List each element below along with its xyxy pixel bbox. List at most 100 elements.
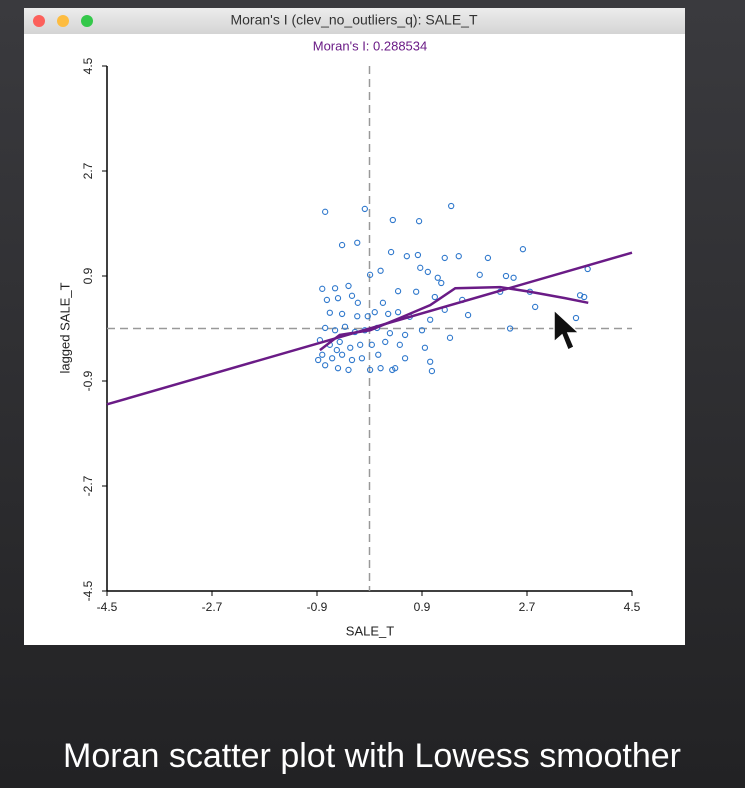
scatter-point (382, 338, 389, 346)
scatter-point (347, 344, 354, 351)
scatter-point (368, 341, 375, 348)
slide-caption: Moran scatter plot with Lowess smoother (63, 737, 681, 775)
scatter-point (336, 338, 343, 346)
scatter-point (326, 309, 333, 316)
scatter-point (319, 351, 326, 358)
window-title: Moran's I (clev_no_outliers_q): SALE_T (230, 12, 477, 28)
scatter-point (510, 274, 517, 281)
scatter-point (361, 205, 368, 213)
scatter-point (354, 299, 361, 306)
scatter-point (357, 341, 364, 348)
x-tick-label: -0.9 (307, 600, 328, 614)
scatter-point (427, 358, 434, 365)
y-axis-label: lagged SALE_T (57, 282, 72, 373)
scatter-point (366, 271, 374, 278)
zoom-button[interactable] (81, 15, 93, 27)
scatter-point (392, 365, 399, 372)
regression-line (106, 251, 633, 406)
scatter-point (401, 355, 409, 362)
scatter-point (424, 268, 431, 276)
lowess-line (319, 285, 589, 352)
scatter-point (414, 251, 422, 259)
scatter-point (329, 355, 336, 362)
scatter-point (358, 355, 366, 362)
scatter-point (348, 292, 356, 299)
scatter-point (387, 248, 395, 256)
scatter-point (581, 293, 588, 301)
scatter-point (334, 365, 342, 372)
scatter-point (418, 327, 426, 334)
scatter-point (427, 316, 434, 323)
y-tick-label: -2.7 (81, 475, 95, 496)
scatter-point (448, 202, 455, 210)
scatter-point (334, 295, 342, 302)
scatter-point (415, 218, 423, 225)
chart-subtitle: Moran's I: 0.288534 (313, 38, 428, 53)
scatter-point (322, 324, 329, 332)
scatter-point (375, 351, 382, 358)
scatter-point (354, 313, 361, 320)
scatter-point (506, 325, 514, 332)
scatter-point (438, 279, 445, 287)
scatter-point (519, 246, 527, 253)
scatter-point (446, 334, 454, 341)
scatter-point (455, 253, 462, 260)
scatter-point (403, 253, 410, 260)
scatter-point (389, 216, 396, 224)
y-tick-label: 2.7 (81, 162, 95, 179)
scatter-point (484, 254, 492, 262)
x-tick-label: -4.5 (97, 600, 118, 614)
scatter-point (394, 309, 402, 316)
scatter-point (341, 323, 349, 330)
x-tick-label: 2.7 (519, 600, 536, 614)
scatter-point (386, 330, 394, 337)
x-tick-label: 4.5 (624, 600, 641, 614)
scatter-point (421, 344, 429, 351)
scatter-point (338, 351, 346, 358)
scatter-point (401, 331, 409, 339)
mouse-cursor (553, 308, 581, 352)
title-bar (24, 8, 685, 34)
scatter-point (532, 303, 539, 311)
scatter-point (417, 264, 424, 271)
scatter-point (331, 285, 339, 292)
scatter-point (366, 366, 374, 374)
y-tick-label: -4.5 (81, 580, 95, 601)
scatter-point (319, 285, 326, 292)
scatter-point (364, 313, 371, 320)
plot-area: -4.5 -2.7 -0.9 0.9 2.7 4.5 -4.5 -2.7 -0.9 0.9 2.7 4… (81, 57, 640, 614)
y-tick-label: 4.5 (81, 57, 95, 74)
scatter-point (428, 367, 436, 375)
window (24, 8, 685, 645)
scatter-point (396, 341, 403, 348)
y-tick-label: -0.9 (81, 370, 95, 391)
scatter-point (338, 310, 346, 318)
scatter-point (345, 366, 352, 374)
x-tick-label: -2.7 (202, 600, 223, 614)
scatter-point (431, 293, 438, 301)
scatter-point (315, 356, 322, 364)
scatter-point (322, 208, 329, 215)
x-axis-label: SALE_T (346, 623, 394, 638)
close-button[interactable] (33, 15, 45, 27)
scatter-point (377, 365, 384, 372)
scatter-point (476, 271, 483, 278)
scatter-point (441, 254, 448, 262)
scatter-point (354, 239, 361, 246)
scatter-point (333, 346, 340, 354)
scatter-point (371, 309, 378, 316)
scatter-point (434, 274, 441, 281)
scatter-point (502, 272, 510, 280)
scatter-point (338, 241, 346, 249)
scatter-point (464, 311, 472, 319)
scatter-point (385, 310, 392, 318)
scatter-point (348, 356, 356, 364)
scatter-point (572, 314, 580, 322)
x-tick-label: 0.9 (414, 600, 431, 614)
minimize-button[interactable] (57, 15, 69, 27)
scatter-point (323, 296, 331, 304)
scatter-point (345, 282, 352, 290)
scatter-point (394, 288, 402, 295)
